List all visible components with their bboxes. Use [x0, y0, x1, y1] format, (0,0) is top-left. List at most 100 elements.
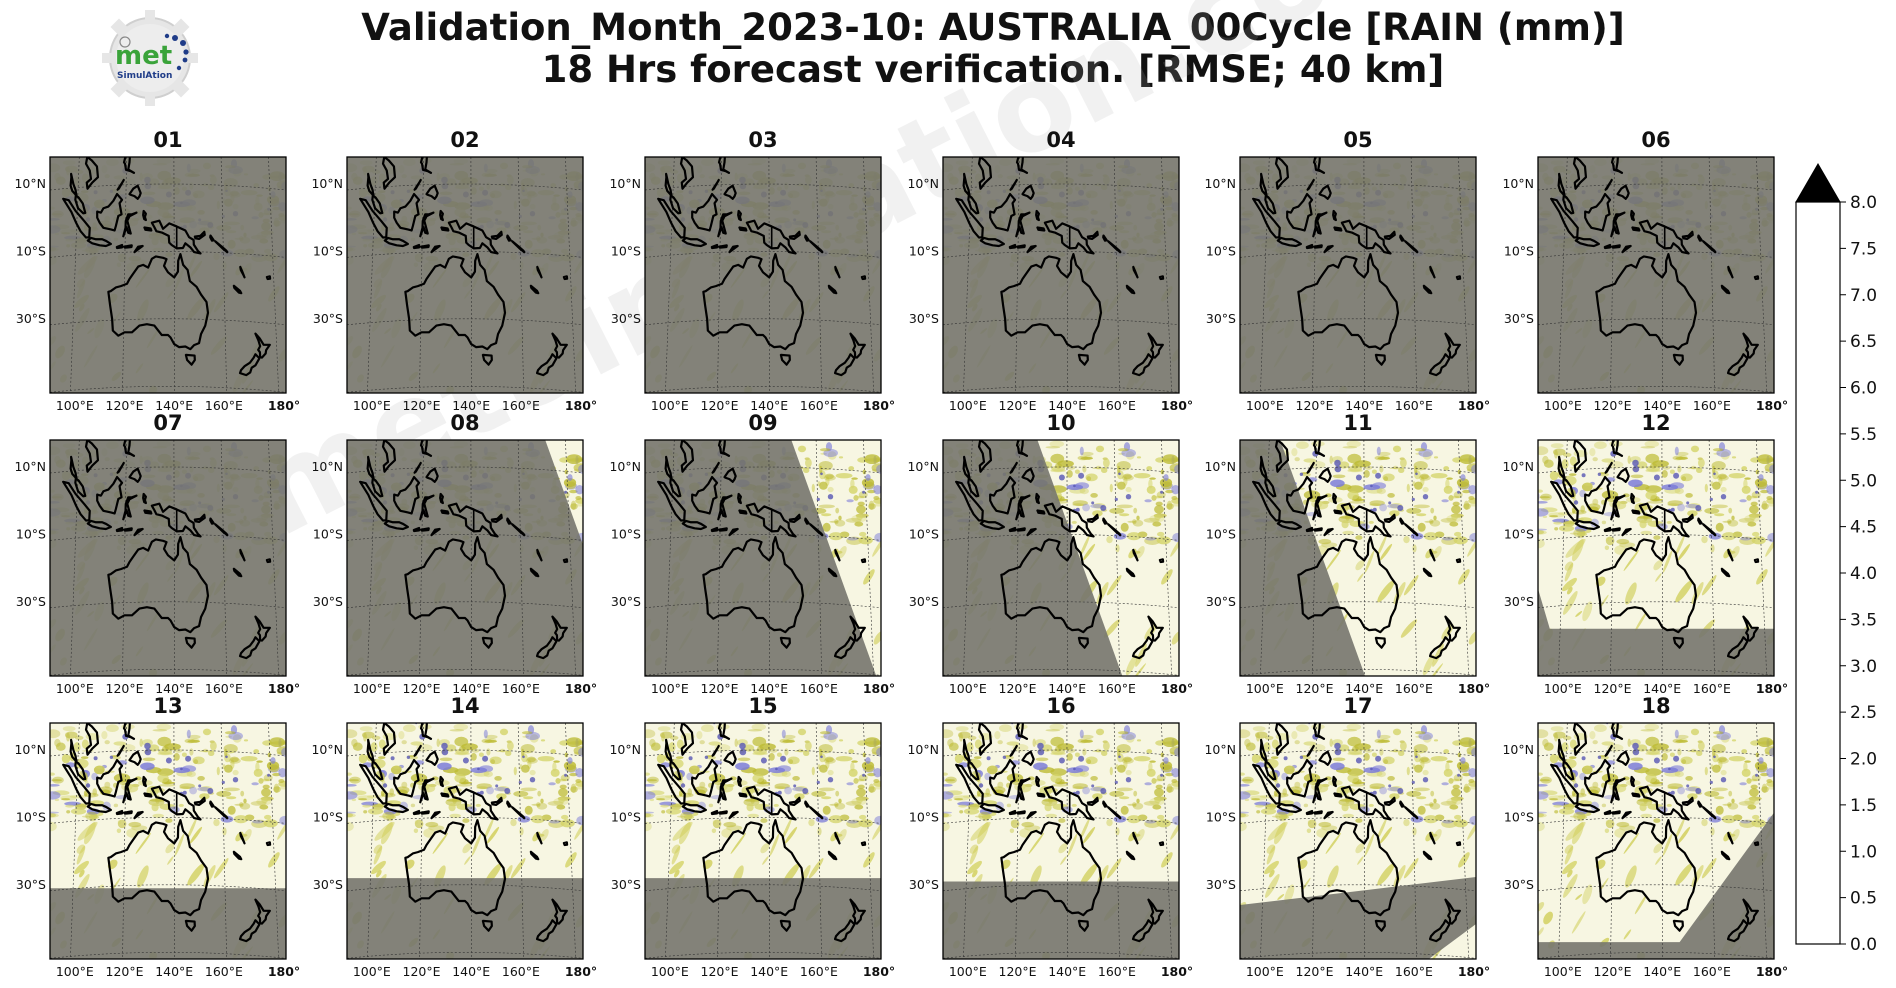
lon-tick-label: 180°	[1756, 964, 1788, 979]
logo-subtext: SimulAtion	[117, 71, 172, 81]
lat-tick-label: 30°S	[16, 311, 46, 326]
lat-tick-label: 10°S	[611, 809, 641, 824]
lat-tick-label: 10°S	[313, 243, 343, 258]
map-panel: 17 10°N 10°S 30°S 100°E 120°E 140°E 160°E 180°	[1204, 694, 1490, 979]
lat-tick-label: 10°S	[909, 526, 939, 541]
no-data-shade	[1240, 877, 1476, 959]
colorbar-tick-label: 7.5	[1850, 239, 1877, 259]
map-panel: 11 10°N 10°S 30°S 100°E 120°E 140°E 160°E 180°	[1204, 411, 1490, 696]
lon-tick-label: 180°	[268, 681, 300, 696]
lat-tick-label: 30°S	[909, 877, 939, 892]
lon-tick-label: 160°E	[205, 681, 243, 696]
lat-tick-label: 30°S	[1206, 877, 1236, 892]
lon-tick-label: 180°	[565, 681, 597, 696]
lon-tick-label: 120°E	[1594, 398, 1632, 413]
lon-tick-label: 100°E	[651, 398, 689, 413]
colorbar-tick-label: 2.5	[1850, 703, 1877, 723]
lat-tick-label: 30°S	[611, 877, 641, 892]
lon-tick-label: 140°E	[452, 398, 490, 413]
lon-tick-label: 140°E	[750, 681, 788, 696]
map-panel: 03 10°N 10°S 30°S 100°E 120°E 140°E 160°E 180°	[609, 128, 895, 413]
lon-tick-label: 140°E	[750, 398, 788, 413]
map-panel: 01 10°N 10°S 30°S 100°E 120°E 140°E 160°E 180°	[14, 128, 300, 413]
lon-tick-label: 120°E	[106, 681, 144, 696]
panel-label: 09	[748, 411, 777, 435]
lon-tick-label: 140°E	[1643, 398, 1681, 413]
no-data-shade	[1240, 157, 1476, 393]
lon-tick-label: 140°E	[155, 398, 193, 413]
no-data-shade	[50, 888, 286, 959]
lat-tick-label: 10°N	[609, 742, 641, 757]
lon-tick-label: 140°E	[1643, 681, 1681, 696]
lat-tick-label: 10°N	[14, 742, 46, 757]
lon-tick-label: 180°	[268, 398, 300, 413]
lon-tick-label: 180°	[268, 964, 300, 979]
lon-tick-label: 180°	[1756, 681, 1788, 696]
colorbar-tick-label: 4.0	[1850, 564, 1877, 584]
lat-tick-label: 30°S	[1504, 594, 1534, 609]
lat-tick-label: 30°S	[909, 311, 939, 326]
lon-tick-label: 180°	[1458, 398, 1490, 413]
lon-tick-label: 160°E	[502, 964, 540, 979]
company-logo: met SimulAtion	[95, 8, 205, 108]
lon-tick-label: 180°	[1458, 964, 1490, 979]
lat-tick-label: 10°N	[1502, 742, 1534, 757]
map-panel: 06 10°N 10°S 30°S 100°E 120°E 140°E 160°E 180°	[1502, 128, 1788, 413]
lon-tick-label: 100°E	[1246, 398, 1284, 413]
lat-tick-label: 10°S	[1504, 809, 1534, 824]
map-panel: 18 10°N 10°S 30°S 100°E 120°E 140°E 160°E 180°	[1502, 694, 1788, 979]
colorbar-tick-label: 6.5	[1850, 332, 1877, 352]
lon-tick-label: 140°E	[750, 964, 788, 979]
lon-tick-label: 140°E	[1048, 681, 1086, 696]
colorbar-extend-arrow	[1795, 163, 1841, 203]
panel-label: 15	[748, 694, 777, 718]
no-data-shade	[943, 881, 1179, 959]
no-data-shade	[943, 157, 1179, 393]
map-panel: 14 10°N 10°S 30°S 100°E 120°E 140°E 160°E 180°	[311, 694, 597, 979]
lat-tick-label: 10°S	[313, 526, 343, 541]
panel-label: 10	[1046, 411, 1075, 435]
lon-tick-label: 180°	[1161, 681, 1193, 696]
lon-tick-label: 100°E	[1544, 681, 1582, 696]
no-data-shade	[645, 157, 881, 393]
lat-tick-label: 30°S	[1206, 311, 1236, 326]
lat-tick-label: 30°S	[611, 594, 641, 609]
lon-tick-label: 100°E	[56, 964, 94, 979]
no-data-shade	[347, 440, 583, 676]
lon-tick-label: 100°E	[353, 681, 391, 696]
lat-tick-label: 10°N	[1502, 176, 1534, 191]
lon-tick-label: 100°E	[949, 398, 987, 413]
lon-tick-label: 180°	[863, 681, 895, 696]
lon-tick-label: 100°E	[651, 681, 689, 696]
no-data-shade	[1538, 157, 1774, 393]
lat-tick-label: 10°N	[311, 176, 343, 191]
lon-tick-label: 120°E	[1594, 964, 1632, 979]
map-panel: 08 10°N 10°S 30°S 100°E 120°E 140°E 160°E 180°	[311, 411, 597, 696]
colorbar-tick-label: 4.5	[1850, 518, 1877, 538]
colorbar-tick-label: 3.0	[1850, 657, 1877, 677]
lon-tick-label: 160°E	[1395, 398, 1433, 413]
panel-label: 03	[748, 128, 777, 152]
panel-label: 12	[1641, 411, 1670, 435]
chart-title-line1: Validation_Month_2023-10: AUSTRALIA_00Cy…	[361, 6, 1625, 49]
lon-tick-label: 160°E	[1693, 681, 1731, 696]
map-panel: 09 10°N 10°S 30°S 100°E 120°E 140°E 160°E 180°	[609, 411, 895, 696]
lon-tick-label: 140°E	[1048, 964, 1086, 979]
no-data-shade	[645, 440, 877, 676]
panel-label: 13	[153, 694, 182, 718]
colorbar-tick-label: 5.0	[1850, 471, 1877, 491]
lon-tick-label: 120°E	[403, 681, 441, 696]
colorbar-tick-label: 2.0	[1850, 750, 1877, 770]
lon-tick-label: 100°E	[949, 681, 987, 696]
no-data-shade	[347, 878, 583, 959]
gear-icon	[102, 10, 198, 106]
lat-tick-label: 10°N	[609, 459, 641, 474]
colorbar-tick-label: 3.5	[1850, 610, 1877, 630]
no-data-shade	[50, 440, 286, 676]
lon-tick-label: 120°E	[1296, 398, 1334, 413]
lon-tick-label: 120°E	[403, 964, 441, 979]
lon-tick-label: 120°E	[1296, 681, 1334, 696]
lon-tick-label: 120°E	[999, 681, 1037, 696]
lat-tick-label: 10°S	[16, 809, 46, 824]
map-panel: 15 10°N 10°S 30°S 100°E 120°E 140°E 160°E 180°	[609, 694, 895, 979]
